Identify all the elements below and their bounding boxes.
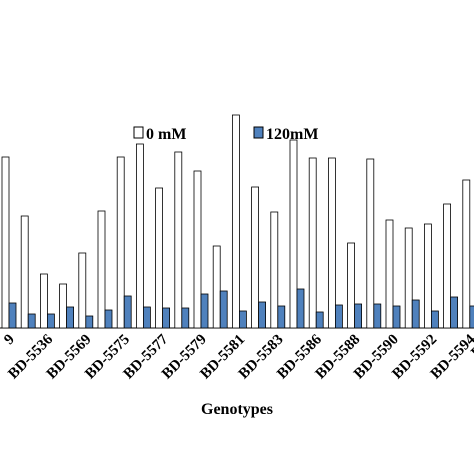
- bar: [385, 219, 394, 329]
- bar: [135, 143, 144, 329]
- bar: [8, 302, 17, 329]
- legend-label: 120mM: [266, 126, 318, 143]
- bar: [334, 304, 343, 329]
- bar: [200, 293, 209, 329]
- bar: [423, 223, 432, 329]
- bar: [411, 299, 420, 329]
- bar: [85, 315, 94, 329]
- bar: [47, 313, 55, 329]
- bar: [289, 139, 298, 329]
- bar: [462, 179, 471, 329]
- bar: [296, 288, 305, 329]
- bar: [40, 273, 48, 329]
- x-axis-title: Genotypes: [201, 401, 273, 418]
- bar: [404, 227, 413, 329]
- bar: [277, 305, 286, 329]
- bar: [258, 301, 267, 329]
- bar: [116, 156, 125, 329]
- bar: [212, 245, 221, 329]
- bar: [373, 303, 382, 329]
- bar: [59, 283, 67, 329]
- bar: [354, 303, 363, 329]
- bar: [97, 210, 106, 329]
- bar: [443, 203, 452, 329]
- bar: [66, 306, 74, 329]
- bar: [327, 157, 336, 329]
- bar: [392, 305, 401, 329]
- bar: [315, 311, 324, 329]
- bar: [430, 310, 439, 329]
- legend-swatch: [133, 126, 144, 139]
- bar: [193, 170, 202, 329]
- x-tick-label: BD-: [468, 332, 474, 362]
- bar: [123, 295, 132, 329]
- bar: [347, 242, 356, 329]
- bar: [469, 305, 474, 329]
- bar: [1, 156, 10, 329]
- bar: [27, 313, 36, 329]
- bar: [270, 211, 279, 329]
- bar: [78, 252, 87, 329]
- bar: [174, 151, 183, 329]
- bar: [162, 307, 171, 329]
- bar: [251, 186, 260, 329]
- bar: [308, 157, 317, 329]
- bar: [181, 307, 190, 329]
- bar: [238, 310, 247, 329]
- bar: [20, 215, 29, 329]
- legend-swatch: [253, 126, 264, 139]
- bar: [104, 309, 113, 329]
- bar: [142, 306, 151, 329]
- bar: [450, 296, 459, 329]
- bar: [155, 187, 164, 329]
- legend-label: 0 mM: [146, 126, 186, 143]
- x-tick-label: 9: [1, 332, 18, 349]
- bar: [366, 158, 375, 329]
- bar: [231, 114, 240, 329]
- bar: [219, 290, 228, 329]
